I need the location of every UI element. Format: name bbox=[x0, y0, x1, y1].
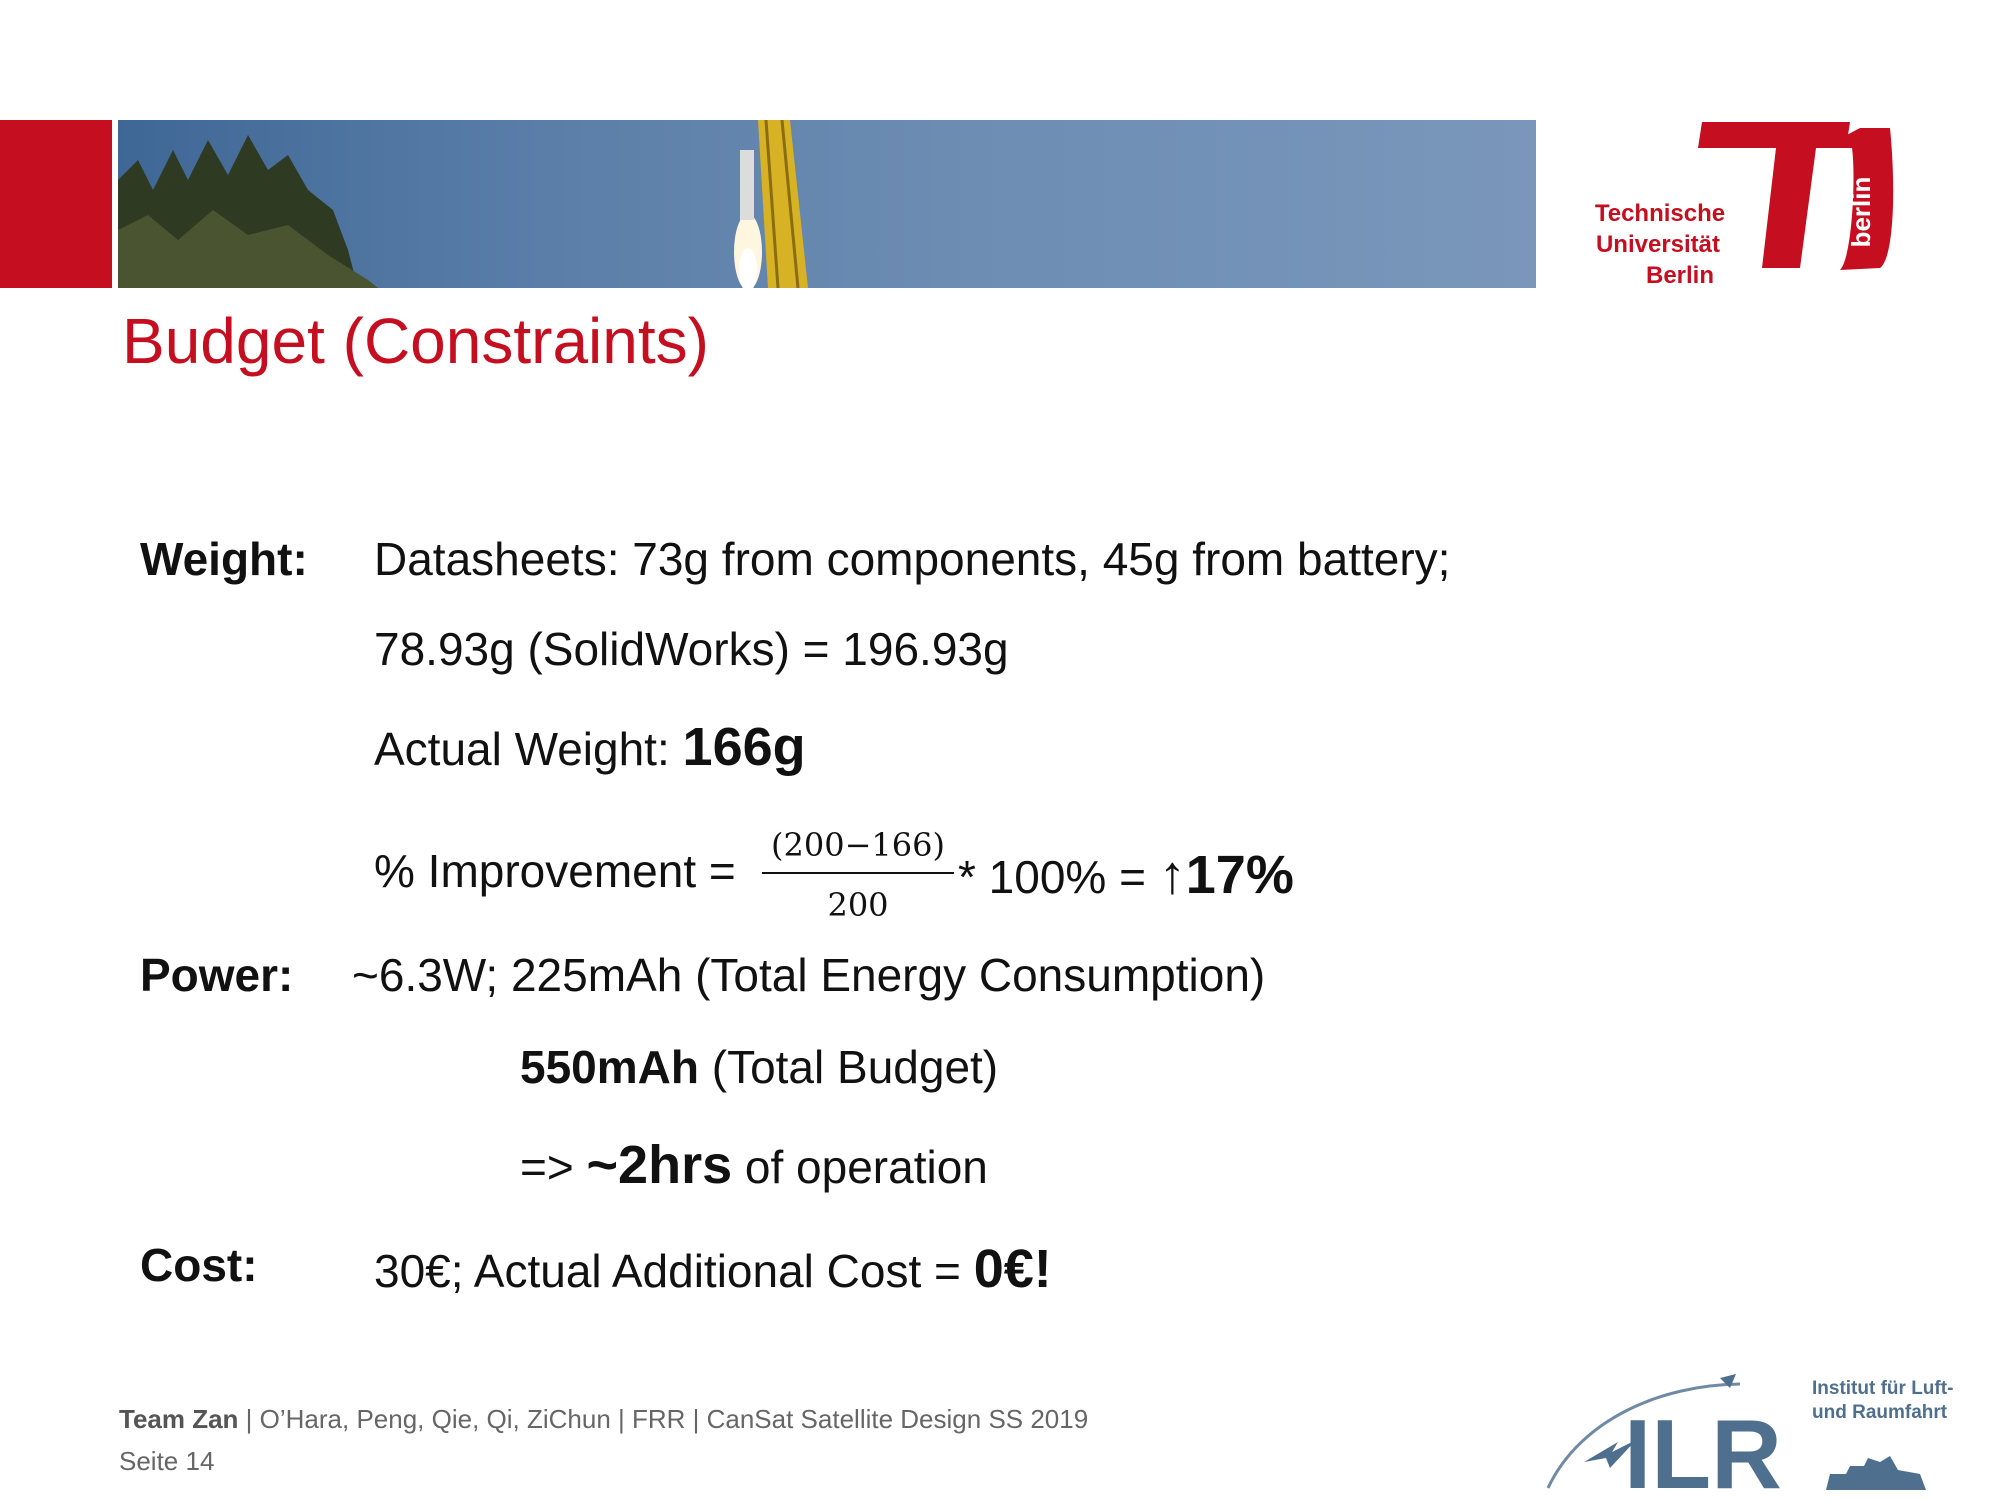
rocket-launch-photo bbox=[118, 120, 808, 288]
airplane-icon bbox=[1584, 1440, 1636, 1468]
power-budget-value: 550mAh bbox=[520, 1041, 699, 1093]
footer-rest: | O’Hara, Peng, Qie, Qi, ZiChun | FRR | … bbox=[238, 1404, 1089, 1434]
tu-logo-side-text: berlin bbox=[1846, 177, 1876, 248]
improvement-result-line: * 100% = ↑17% bbox=[958, 848, 1294, 902]
header-banner-image bbox=[118, 120, 1536, 288]
tu-logo-line-2: Universität bbox=[1596, 231, 1720, 258]
operation-time-value: ~2hrs bbox=[586, 1135, 733, 1195]
actual-weight-value: 166g bbox=[682, 717, 806, 777]
ilr-subtitle-line-2: und Raumfahrt bbox=[1812, 1402, 1948, 1423]
actual-weight-line: Actual Weight: 166g bbox=[374, 720, 806, 774]
power-label: Power: bbox=[140, 949, 294, 1001]
cost-value: 0€! bbox=[973, 1239, 1052, 1299]
cost-label: Cost: bbox=[140, 1239, 258, 1291]
power-budget-suffix: (Total Budget) bbox=[698, 1041, 999, 1093]
cost-text: 30€; Actual Additional Cost = bbox=[374, 1245, 974, 1297]
fraction-numerator: (200−166) bbox=[762, 826, 954, 874]
operation-suffix: of operation bbox=[732, 1141, 988, 1193]
improvement-prefix: % Improvement = bbox=[374, 845, 736, 897]
cost-line: 30€; Actual Additional Cost = 0€! bbox=[374, 1242, 1052, 1296]
improvement-fraction: (200−166) 200 bbox=[762, 826, 954, 924]
tu-logo-line-1: Technische bbox=[1595, 200, 1725, 227]
footer-credits: Team Zan | O’Hara, Peng, Qie, Qi, ZiChun… bbox=[119, 1404, 1088, 1435]
ilr-skyline-icon bbox=[1826, 1456, 1926, 1490]
ilr-logo-text: ILR bbox=[1624, 1399, 1782, 1495]
actual-weight-prefix: Actual Weight: bbox=[374, 723, 683, 775]
tu-berlin-logo: berlin Technische Universität Berlin bbox=[1590, 118, 1910, 293]
ilr-subtitle-line-1: Institut für Luft- bbox=[1812, 1378, 1953, 1399]
header-red-block bbox=[0, 120, 112, 288]
improvement-suffix: * 100% = bbox=[958, 851, 1159, 903]
improvement-result: ↑17% bbox=[1158, 845, 1294, 905]
operation-time-line: => ~2hrs of operation bbox=[520, 1138, 988, 1192]
ilr-logo: ILR Institut für Luft- und Raumfahrt bbox=[1540, 1370, 1980, 1500]
weight-label: Weight: bbox=[140, 533, 308, 585]
operation-prefix: => bbox=[520, 1141, 587, 1193]
power-budget-line: 550mAh (Total Budget) bbox=[520, 1044, 998, 1090]
weight-line-2: 78.93g (SolidWorks) = 196.93g bbox=[374, 623, 1009, 675]
tu-logo-line-3: Berlin bbox=[1646, 262, 1714, 289]
fraction-denominator: 200 bbox=[827, 886, 889, 924]
power-line-1: ~6.3W; 225mAh (Total Energy Consumption) bbox=[352, 949, 1266, 1001]
weight-line-1: Datasheets: 73g from components, 45g fro… bbox=[374, 533, 1451, 585]
slide-title: Budget (Constraints) bbox=[122, 305, 709, 377]
page-number: Seite 14 bbox=[119, 1446, 215, 1476]
footer-team: Team Zan bbox=[119, 1404, 239, 1434]
